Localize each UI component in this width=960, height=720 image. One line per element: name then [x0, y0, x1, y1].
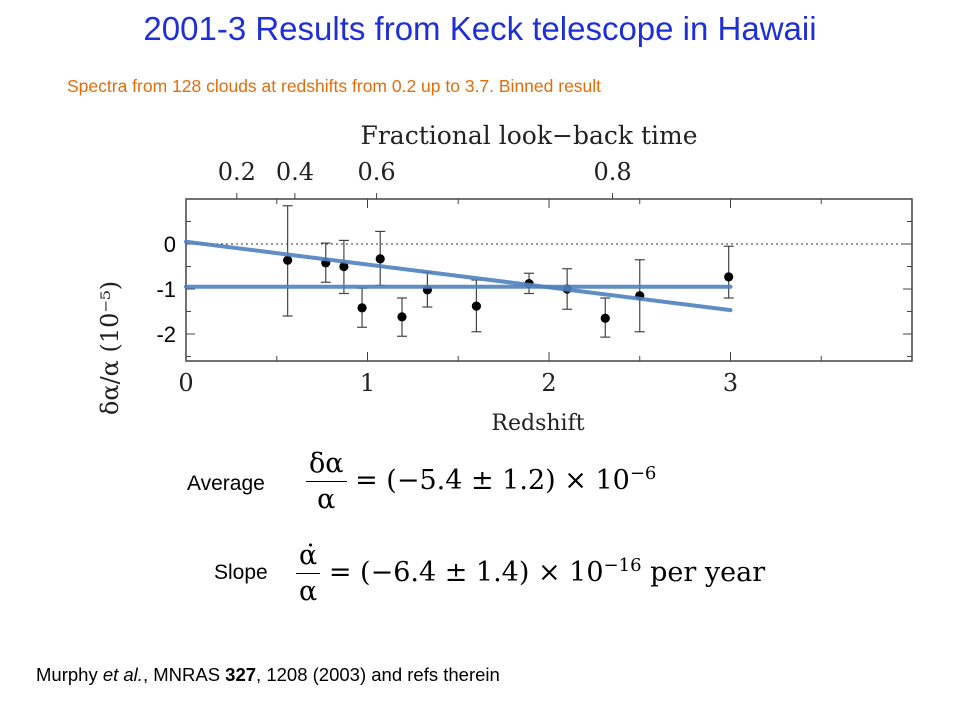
x-tick-label: 0	[178, 369, 193, 397]
data-point	[357, 303, 367, 313]
average-fraction: δα α	[306, 448, 347, 515]
slope-fit-line	[184, 239, 733, 313]
y-axis-label-text: δα/α (10⁻⁵)	[96, 281, 124, 415]
reference-journal: , MNRAS	[142, 664, 226, 685]
data-point	[397, 312, 407, 322]
reference-etal: et al.	[102, 664, 143, 685]
y-axis-label: δα/α (10⁻⁵)	[96, 281, 124, 415]
x-tick-label: 2	[541, 369, 556, 397]
top-axis-label: Fractional look−back time	[361, 121, 698, 150]
chart: Fractional look−back time Redshift δα/α …	[96, 121, 913, 436]
data-point	[283, 255, 293, 265]
slope-unit: per year	[650, 557, 766, 588]
top-tick-label: 0.6	[357, 158, 395, 186]
average-numerator: δα	[306, 448, 347, 482]
top-tick-label: 0.8	[593, 158, 631, 186]
slope-rhs: = (−6.4 ± 1.4) × 10	[328, 557, 604, 588]
x-tick-label: 1	[360, 369, 375, 397]
slope-label: Slope	[214, 561, 268, 584]
slide-subtitle: Spectra from 128 clouds at redshifts fro…	[67, 76, 602, 96]
y-tick-label: 0	[164, 232, 176, 257]
data-point	[724, 272, 734, 282]
average-rhs: = (−5.4 ± 1.2) × 10	[355, 465, 630, 496]
y-tick-label: -2	[156, 322, 176, 347]
slope-exponent: −16	[603, 555, 642, 576]
y-tick-label: -1	[156, 277, 176, 302]
slope-denominator: α	[299, 576, 318, 607]
reference-citation: Murphy et al., MNRAS 327, 1208 (2003) an…	[36, 664, 500, 686]
data-point	[600, 313, 610, 323]
slide-title: 2001-3 Results from Keck telescope in Ha…	[143, 10, 817, 47]
reference-rest: , 1208 (2003) and refs therein	[256, 664, 500, 685]
slope-numerator: α̇	[296, 540, 321, 574]
average-denominator: α	[317, 484, 336, 515]
x-tick-label: 3	[723, 369, 738, 397]
data-point	[339, 261, 349, 272]
x-axis-label: Redshift	[491, 411, 584, 436]
top-tick-label: 0.2	[218, 158, 256, 186]
average-label: Average	[187, 472, 265, 495]
slope-fraction: α̇ α	[296, 540, 321, 607]
slope-formula: α̇ α = (−6.4 ± 1.4) × 10−16 per year	[296, 540, 765, 607]
plot-frame	[185, 198, 913, 362]
top-tick-label: 0.4	[276, 158, 314, 186]
average-formula: δα α = (−5.4 ± 1.2) × 10−6	[306, 448, 656, 515]
data-point	[471, 301, 481, 311]
data-point	[375, 254, 385, 264]
average-exponent: −6	[629, 463, 657, 484]
reference-authors: Murphy	[36, 664, 103, 685]
reference-volume: 327	[225, 664, 257, 685]
